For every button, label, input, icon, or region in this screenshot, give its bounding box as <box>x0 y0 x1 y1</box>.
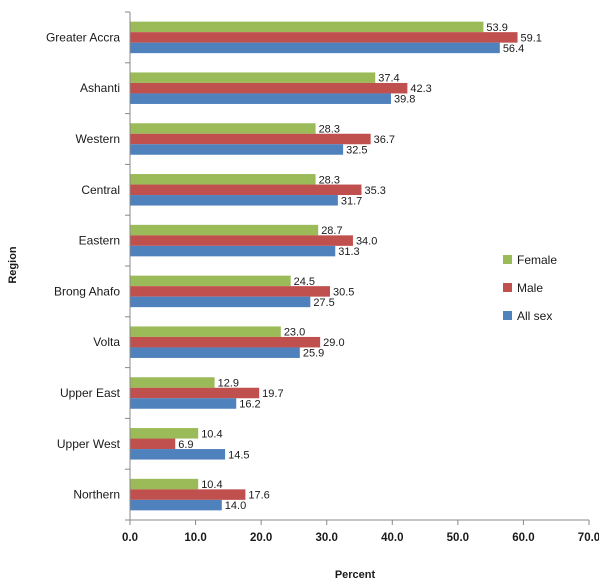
value-label-northern-all-sex: 14.0 <box>225 500 246 512</box>
category-label-western: Western <box>76 132 120 146</box>
value-label-eastern-all-sex: 31.3 <box>338 246 359 258</box>
tick-labels-group: 0.0 10.0 20.0 30.0 40.0 50.0 60.0 70.0 <box>122 532 599 544</box>
value-label-ashanti-female: 37.4 <box>378 73 399 85</box>
category-label-brong-ahafo: Brong Ahafo <box>54 284 120 298</box>
category-label-ashanti: Ashanti <box>80 81 120 95</box>
value-label-upper-west-female: 10.4 <box>201 428 222 440</box>
bar-ashanti-male <box>130 82 408 94</box>
x-tick-label-70-0: 70.0 <box>578 532 599 544</box>
bar-eastern-male <box>130 235 353 246</box>
value-label-central-male: 35.3 <box>364 185 385 197</box>
value-label-brong-ahafo-all-sex: 27.5 <box>313 297 334 309</box>
bar-upper-east-male <box>130 387 260 399</box>
value-label-western-female: 28.3 <box>319 124 340 136</box>
bar-brong-ahafo-all-sex <box>130 296 311 308</box>
category-label-northern: Northern <box>73 488 120 502</box>
bar-greater-accra-male <box>130 32 518 43</box>
category-label-upper-east: Upper East <box>60 386 121 400</box>
value-label-ashanti-all-sex: 39.8 <box>394 94 415 106</box>
value-label-western-male: 36.7 <box>374 134 395 146</box>
bar-greater-accra-female <box>130 21 484 33</box>
y-axis-title: Region <box>7 246 19 284</box>
axes-group <box>125 11 590 525</box>
x-tick-label-0-0: 0.0 <box>122 532 138 544</box>
legend: Female Male All sex <box>503 253 557 323</box>
bar-central-male <box>130 184 362 196</box>
value-label-upper-west-male: 6.9 <box>178 439 193 451</box>
bar-western-male <box>130 133 371 145</box>
bar-eastern-female <box>130 224 319 236</box>
x-tick-label-30-0: 30.0 <box>316 532 338 544</box>
x-axis-title: Percent <box>335 569 376 581</box>
category-label-greater-accra: Greater Accra <box>46 30 120 44</box>
bar-greater-accra-all-sex <box>130 42 500 54</box>
bar-volta-all-sex <box>130 347 300 358</box>
bar-volta-male <box>130 336 321 348</box>
value-label-greater-accra-female: 53.9 <box>486 22 507 34</box>
value-label-volta-female: 23.0 <box>284 327 305 339</box>
category-labels-group: Greater Accra Ashanti Western Central Easter… <box>46 30 121 501</box>
x-tick-label-20-0: 20.0 <box>250 532 272 544</box>
category-label-volta: Volta <box>93 335 120 349</box>
value-label-greater-accra-male: 59.1 <box>521 32 542 44</box>
value-label-upper-east-female: 12.9 <box>218 378 239 390</box>
bar-brong-ahafo-male <box>130 286 330 297</box>
value-labels-group: 53.9 59.156.4 37.4 42.339.8 28.3 36.7 32.5 28.3… <box>178 22 542 512</box>
value-label-central-all-sex: 31.7 <box>341 195 362 207</box>
value-label-ashanti-male: 42.3 <box>410 83 431 95</box>
value-label-eastern-male: 34.0 <box>356 236 377 248</box>
legend-swatch-male <box>503 283 512 292</box>
bar-volta-female <box>130 326 281 337</box>
bar-upper-east-all-sex <box>130 398 237 409</box>
bar-northern-female <box>130 478 199 490</box>
bar-brong-ahafo-female <box>130 275 291 287</box>
value-label-upper-east-all-sex: 16.2 <box>239 399 260 411</box>
legend-label-all-sex: All sex <box>517 309 552 323</box>
value-label-upper-east-male: 19.7 <box>262 388 283 400</box>
value-label-volta-male: 29.0 <box>323 337 344 349</box>
x-tick-label-60-0: 60.0 <box>512 532 534 544</box>
bars-group <box>130 21 518 511</box>
bar-upper-east-female <box>130 377 215 388</box>
value-label-volta-all-sex: 25.9 <box>303 348 324 360</box>
legend-swatch-all-sex <box>503 311 512 320</box>
x-tick-label-50-0: 50.0 <box>447 532 469 544</box>
legend-label-male: Male <box>517 281 543 295</box>
value-label-western-all-sex: 32.5 <box>346 145 367 157</box>
category-label-central: Central <box>81 183 120 197</box>
value-label-brong-ahafo-female: 24.5 <box>294 276 315 288</box>
bar-central-female <box>130 174 316 185</box>
value-label-greater-accra-all-sex: 56.4 <box>503 43 524 55</box>
x-tick-label-40-0: 40.0 <box>381 532 403 544</box>
bar-western-all-sex <box>130 144 344 155</box>
x-tick-label-10-0: 10.0 <box>184 532 206 544</box>
legend-label-female: Female <box>517 253 557 267</box>
value-label-brong-ahafo-male: 30.5 <box>333 286 354 298</box>
value-label-northern-female: 10.4 <box>201 479 222 491</box>
bar-western-female <box>130 123 316 134</box>
bar-upper-west-female <box>130 428 199 439</box>
value-label-northern-male: 17.6 <box>248 490 269 502</box>
value-label-central-female: 28.3 <box>319 174 340 186</box>
bar-northern-all-sex <box>130 499 222 511</box>
bar-eastern-all-sex <box>130 245 336 257</box>
bar-ashanti-female <box>130 72 376 83</box>
category-label-eastern: Eastern <box>79 234 120 248</box>
legend-swatch-female <box>503 255 512 264</box>
category-label-upper-west: Upper West <box>57 437 121 451</box>
bar-northern-male <box>130 489 246 500</box>
bar-ashanti-all-sex <box>130 93 391 104</box>
value-label-eastern-female: 28.7 <box>321 225 342 237</box>
bar-upper-west-male <box>130 438 176 450</box>
bar-central-all-sex <box>130 195 338 206</box>
bar-upper-west-all-sex <box>130 449 226 460</box>
value-label-upper-west-all-sex: 14.5 <box>228 449 249 461</box>
